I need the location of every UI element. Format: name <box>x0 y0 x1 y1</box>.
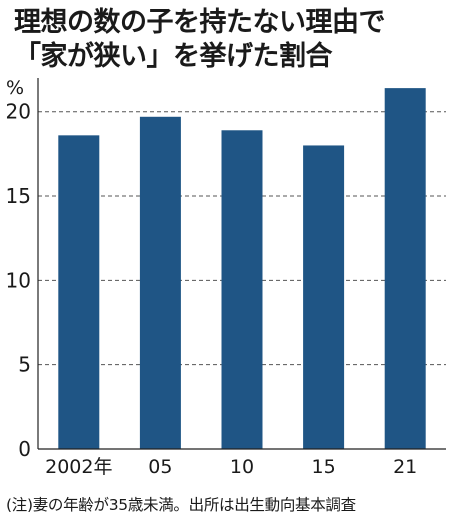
y-tick-label: 0 <box>18 437 31 461</box>
bar <box>58 135 100 449</box>
bar <box>384 88 426 450</box>
x-tick-label: 10 <box>230 456 254 478</box>
chart-title-line-1: 理想の数の子を持たない理由で <box>14 7 386 38</box>
bar <box>139 116 181 449</box>
x-tick-label: 15 <box>312 456 336 478</box>
x-tick-label: 2002年 <box>45 456 112 478</box>
y-tick-label: 15 <box>6 184 31 208</box>
x-tick-label: 21 <box>393 456 417 478</box>
bar <box>303 145 345 450</box>
x-tick-label: 05 <box>148 456 172 478</box>
chart-title: 理想の数の子を持たない理由で 「家が狭い」を挙げた割合 <box>14 6 444 74</box>
y-tick-label: 20 <box>6 100 31 124</box>
y-tick-label: 10 <box>6 268 31 292</box>
bar <box>221 130 263 449</box>
y-unit-label: % <box>6 77 24 99</box>
y-tick-label: 5 <box>18 353 31 377</box>
footnote: (注)妻の年齢が35歳未満。出所は出生動向基本調査 <box>6 496 356 514</box>
chart-title-line-2: 「家が狭い」を挙げた割合 <box>14 41 333 72</box>
